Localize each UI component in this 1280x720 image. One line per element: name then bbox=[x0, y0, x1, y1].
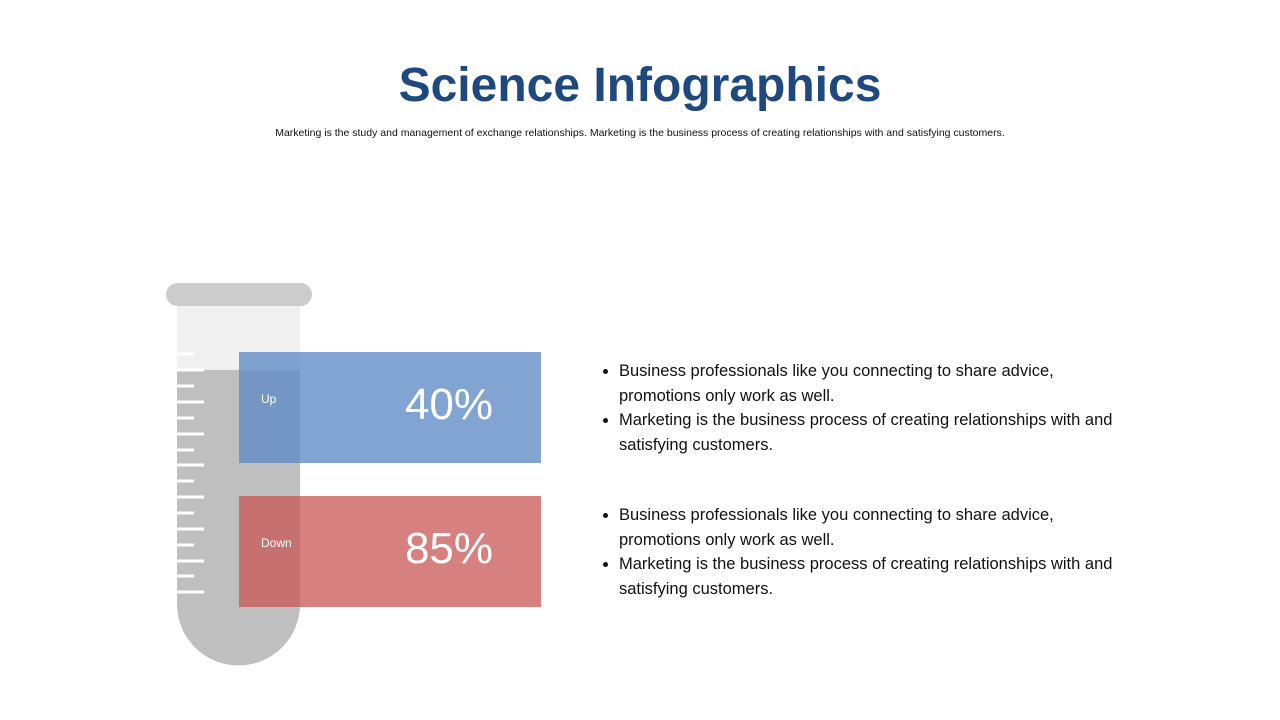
bullet: Business professionals like you connecti… bbox=[619, 359, 1119, 408]
bullet-list: Business professionals like you connecti… bbox=[595, 503, 1119, 602]
item-value: 40% bbox=[404, 380, 494, 429]
tube-scale bbox=[177, 352, 204, 594]
title: Science Infographics bbox=[398, 59, 882, 112]
down-box: Down 85% bbox=[239, 496, 541, 607]
subtitle: Marketing is the study and management of… bbox=[275, 127, 1005, 139]
up-box: Up 40% bbox=[239, 352, 541, 463]
bullet: Marketing is the business process of cre… bbox=[619, 408, 1119, 457]
bullet: Marketing is the business process of cre… bbox=[619, 552, 1119, 601]
item-value: 85% bbox=[404, 524, 494, 573]
bullet: Business professionals like you connecti… bbox=[619, 503, 1119, 552]
bullet-list: Business professionals like you connecti… bbox=[595, 359, 1119, 458]
item-label: Up bbox=[261, 392, 277, 406]
item-label: Down bbox=[261, 536, 292, 550]
tube-cap bbox=[166, 283, 312, 306]
